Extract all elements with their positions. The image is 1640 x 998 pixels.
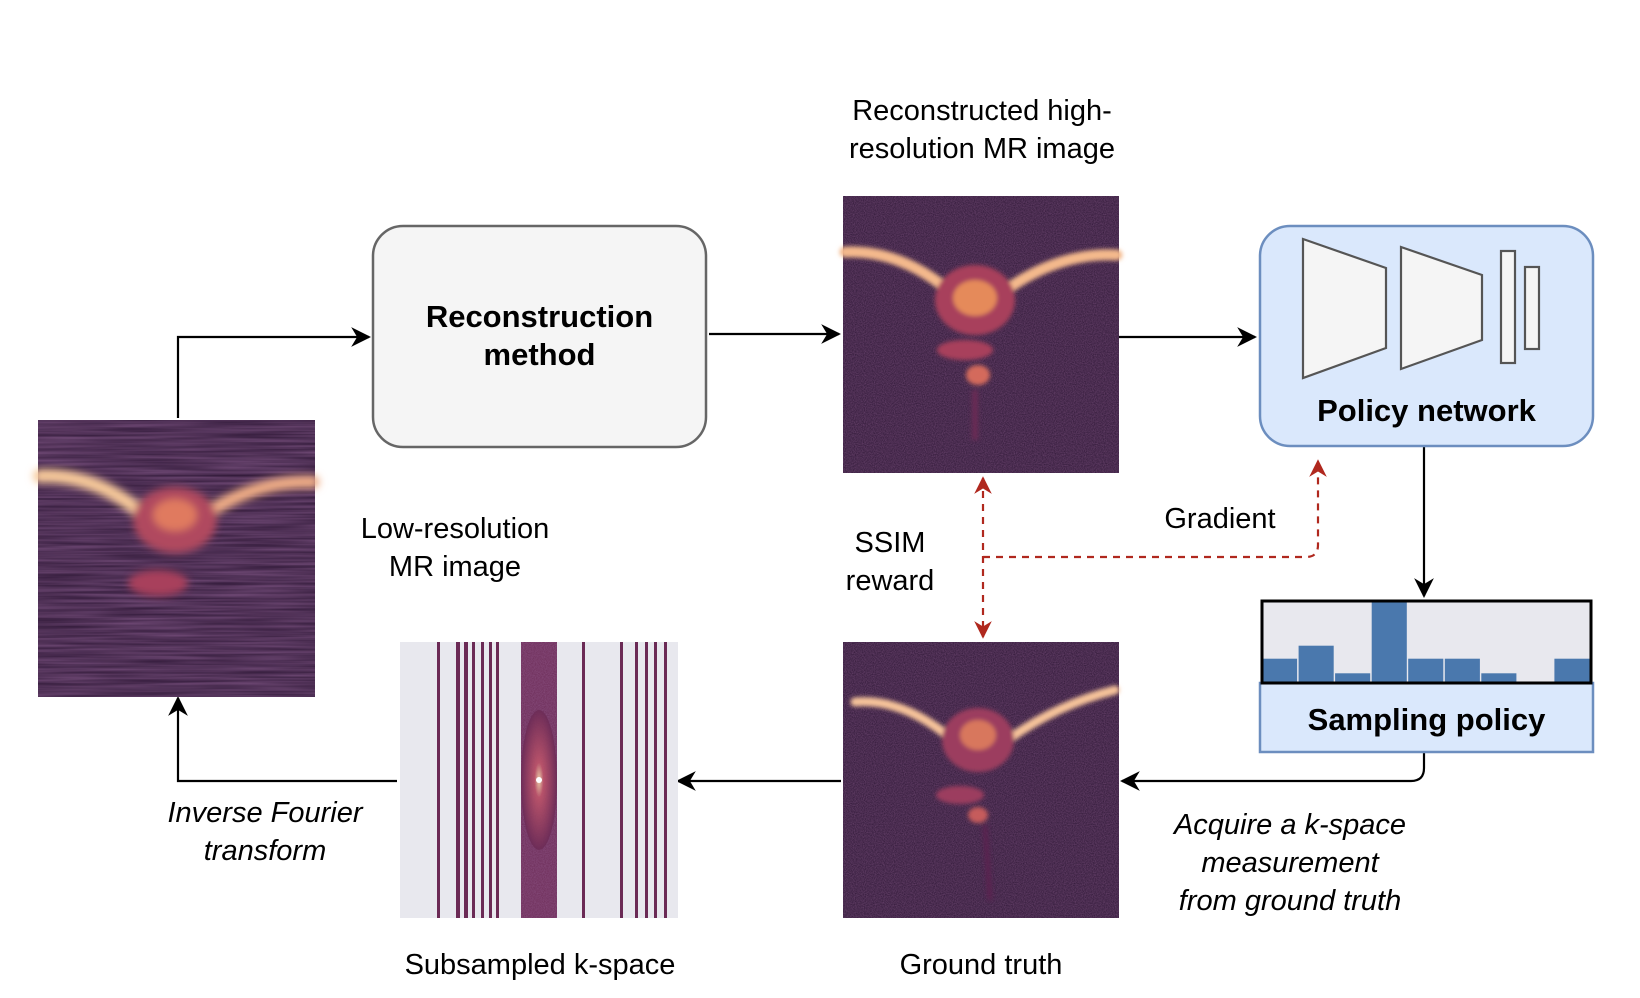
ssim-reward-label: SSIM reward: [830, 524, 950, 600]
policy-bar: [1481, 673, 1517, 683]
inverse-fourier-label: Inverse Fourier transform: [140, 794, 390, 870]
edge-kspace-to-lowres: [168, 696, 397, 783]
reconstructed-image-line1: Reconstructed high-: [852, 95, 1112, 127]
reconstructed-image-line2: resolution MR image: [849, 133, 1115, 165]
ground-truth-label: Ground truth: [899, 949, 1063, 981]
encoder-trapezoid-2: [1399, 245, 1484, 371]
kspace-sampled-lines: [437, 642, 667, 918]
policy-bar: [1444, 658, 1480, 683]
inverse-fourier-line2: transform: [203, 835, 327, 867]
reconstruction-method-label: Reconstruction method: [373, 298, 706, 374]
dense-layer-2: [1523, 265, 1541, 351]
edge-sampling-to-groundtruth: [1120, 751, 1426, 791]
network-architecture-icon: [1301, 237, 1541, 380]
policy-bar: [1408, 658, 1444, 683]
edge-gradient: [983, 459, 1327, 559]
acquire-line3: from ground truth: [1178, 885, 1402, 917]
policy-network-label: Policy network: [1317, 393, 1536, 428]
policy-bar: [1371, 602, 1407, 683]
low-resolution-mr-image: [33, 420, 320, 697]
reconstruction-method-box: [371, 224, 708, 449]
reconstruction-method-line2: method: [483, 337, 596, 372]
inverse-fourier-line1: Inverse Fourier: [167, 797, 363, 829]
ground-truth-image: [843, 642, 1120, 918]
ssim-reward-line1: SSIM: [854, 527, 926, 559]
sampling-policy-label: Sampling policy: [1307, 702, 1546, 737]
low-resolution-line1: Low-resolution: [360, 513, 550, 545]
sampling-policy-bars: [1262, 602, 1590, 683]
subsampled-kspace-label: Subsampled k-space: [404, 949, 676, 981]
gradient-label: Gradient: [1164, 503, 1276, 535]
encoder-trapezoid: [1301, 237, 1388, 380]
policy-bar: [1298, 645, 1334, 683]
low-resolution-line2: MR image: [388, 551, 522, 583]
sampling-policy-box: [1258, 681, 1595, 754]
edge-lowres-to-recon: [176, 327, 371, 418]
policy-bar: [1262, 658, 1298, 683]
reconstructed-mr-image: [839, 196, 1123, 473]
reconstruction-method-line1: Reconstruction: [425, 299, 654, 334]
acquire-line1: Acquire a k-space: [1173, 809, 1407, 841]
policy-bar: [1554, 658, 1590, 683]
sampling-policy-chart-frame: [1260, 599, 1593, 685]
subsampled-kspace-image: [400, 642, 678, 918]
acquire-label: Acquire a k-space measurement from groun…: [1140, 806, 1440, 920]
reconstructed-image-label: Reconstructed high- resolution MR image: [800, 92, 1164, 168]
policy-bar: [1335, 673, 1371, 683]
ssim-reward-line2: reward: [845, 565, 935, 597]
dense-layer-1: [1499, 249, 1517, 365]
low-resolution-label: Low-resolution MR image: [330, 510, 580, 586]
acquire-line2: measurement: [1201, 847, 1379, 879]
